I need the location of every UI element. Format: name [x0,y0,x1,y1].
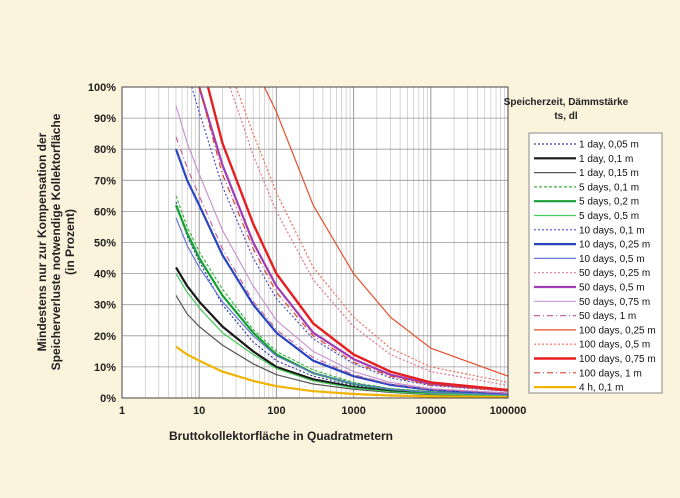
legend-label: 50 days, 0,5 m [579,283,645,294]
legend-label: 100 days, 0,75 m [579,354,656,365]
legend-label: 50 days, 0,75 m [579,297,650,308]
x-axis-ticks: 1 10 100 1000 10000 100000 [119,405,526,417]
data-series [174,87,508,398]
legend-label: 10 days, 0,25 m [579,240,650,251]
y-axis-title-line-1: Mindestens nur zur Kompensation der [35,132,49,351]
series-line-6 [175,273,508,397]
legend-label: 50 days, 1 m [579,311,636,322]
x-axis-title: Bruttokollektorfläche in Quadratmetern [169,429,393,443]
legend-label: 5 days, 0,2 m [579,197,639,208]
legend-title-line-2: ts, dl [554,111,578,122]
series-line-12 [175,105,508,394]
series-line-9 [175,217,508,396]
series-line-17 [198,87,508,392]
x-tick-label: 1000 [341,405,365,417]
x-tick-label: 100 [267,405,285,417]
legend-label: 100 days, 1 m [579,368,642,379]
y-tick-label: 40% [94,269,116,281]
y-axis-title-line-3: (in Prozent) [63,209,77,275]
series-line-8 [174,148,508,395]
x-tick-label: 10000 [416,405,447,417]
series-line-14 [263,87,508,377]
series-line-10 [229,87,508,387]
legend: 1 day, 0,05 m 1 day, 0,1 m 1 day, 0,15 m 5 … [534,140,656,394]
legend-title-line-1: Speicherzeit, Dämmstärke [504,97,629,108]
y-tick-label: 80% [94,144,116,156]
series-line-15 [235,87,508,383]
legend-label: 1 day, 0,1 m [579,154,633,165]
legend-box [528,132,663,394]
series-line-16 [206,87,508,392]
y-axis-ticks: 0% 10% 20% 30% 40% 50% 60% 70% 80% 90% 100% [88,82,116,405]
y-tick-label: 100% [88,82,116,94]
legend-label: 5 days, 0,5 m [579,211,639,222]
legend-label: 50 days, 0,25 m [579,268,650,279]
legend-label: 4 h, 0,1 m [579,383,623,394]
y-axis-title-line-2: Speicherverluste notwendige Kollektorflä… [49,113,63,370]
y-tick-label: 50% [94,238,116,250]
x-tick-label: 100000 [490,405,527,417]
y-tick-label: 90% [94,113,116,125]
legend-label: 100 days, 0,25 m [579,325,656,336]
x-tick-label: 1 [119,405,125,417]
series-line-7 [191,87,508,392]
series-line-13 [175,136,508,394]
y-tick-label: 20% [94,331,116,343]
x-tick-label: 10 [193,405,205,417]
y-axis-title: Mindestens nur zur Kompensation der Spei… [35,113,77,370]
legend-label: 1 day, 0,05 m [579,140,639,151]
y-tick-label: 70% [94,175,116,187]
plot-border [121,86,509,399]
y-tick-label: 0% [100,393,116,405]
legend-label: 10 days, 0,1 m [579,225,645,236]
legend-label: 5 days, 0,1 m [579,182,639,193]
y-tick-label: 30% [94,300,116,312]
y-tick-label: 60% [94,206,116,218]
series-line-11 [198,87,508,392]
legend-label: 1 day, 0,15 m [579,168,639,179]
series-line-18 [175,345,508,398]
legend-label: 10 days, 0,5 m [579,254,645,265]
legend-label: 100 days, 0,5 m [579,340,650,351]
y-tick-label: 10% [94,362,116,374]
